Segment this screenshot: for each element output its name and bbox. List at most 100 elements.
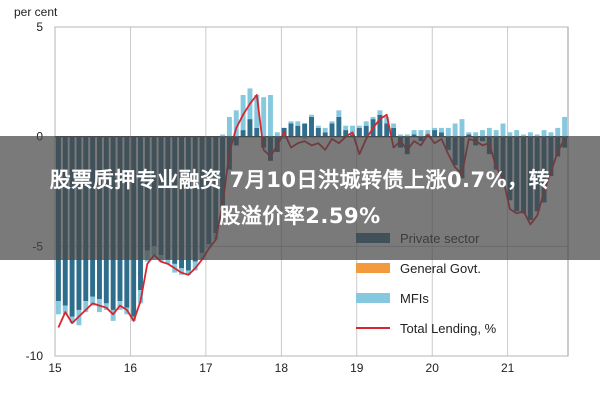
mfis-bar <box>90 296 96 306</box>
y-tick-label: -10 <box>26 349 44 363</box>
mfis-bar <box>185 270 191 275</box>
mfis-bar <box>486 127 492 137</box>
mfis-bar <box>233 110 239 137</box>
legend-swatch <box>356 293 390 303</box>
private-sector-bar <box>240 130 246 137</box>
x-tick-label: 16 <box>124 361 138 375</box>
mfis-bar <box>562 116 568 137</box>
mfis-bar <box>397 134 403 137</box>
legend-label: Total Lending, % <box>400 321 497 336</box>
mfis-bar <box>384 116 390 124</box>
private-sector-bar <box>356 127 362 137</box>
headline-line-1: 股票质押专业融资 7月10日洪城转债上涨0.7%，转 <box>49 168 551 192</box>
mfis-bar <box>220 134 226 137</box>
mfis-bar <box>83 301 89 313</box>
private-sector-bar <box>466 134 472 137</box>
private-sector-bar <box>336 116 342 137</box>
mfis-bar <box>391 123 397 128</box>
private-sector-bar <box>254 127 260 137</box>
mfis-bar <box>103 303 109 310</box>
mfis-bar <box>432 127 438 131</box>
private-sector-bar <box>384 123 390 137</box>
private-sector-bar <box>295 125 301 137</box>
legend-swatch <box>356 263 390 273</box>
mfis-bar <box>179 268 185 275</box>
mfis-bar <box>165 259 171 264</box>
mfis-bar <box>329 121 335 124</box>
private-sector-bar <box>350 134 356 137</box>
legend-item: MFIs <box>356 291 429 306</box>
mfis-bar <box>254 94 260 128</box>
private-sector-bar <box>322 132 328 137</box>
headline-line-2: 股溢价率2.59% <box>219 204 381 228</box>
mfis-bar <box>370 116 376 120</box>
mfis-bar <box>541 130 547 137</box>
x-tick-label: 19 <box>350 361 364 375</box>
mfis-bar <box>521 134 527 137</box>
mfis-bar <box>226 116 232 137</box>
legend-item: General Govt. <box>356 261 481 276</box>
private-sector-bar <box>288 123 294 137</box>
x-tick-label: 20 <box>426 361 440 375</box>
private-sector-bar <box>432 130 438 137</box>
legend-label: General Govt. <box>400 261 481 276</box>
mfis-bar <box>363 121 369 126</box>
private-sector-bar <box>315 127 321 137</box>
mfis-bar <box>411 130 417 135</box>
mfis-bar <box>534 134 540 137</box>
x-tick-label: 17 <box>199 361 213 375</box>
mfis-bar <box>309 114 314 117</box>
mfis-bar <box>548 132 554 137</box>
mfis-bar <box>110 309 116 321</box>
mfis-bar <box>377 110 383 115</box>
mfis-bar <box>445 127 451 137</box>
mfis-bar <box>459 119 465 137</box>
private-sector-bar <box>377 114 383 137</box>
mfis-bar <box>240 94 246 131</box>
mfis-bar <box>315 125 321 128</box>
mfis-bar <box>295 121 301 126</box>
private-sector-bar <box>329 123 335 137</box>
mfis-bar <box>473 132 479 137</box>
mfis-bar <box>452 123 458 137</box>
mfis-bar <box>466 132 472 135</box>
mfis-bar <box>267 94 273 137</box>
mfis-bar <box>500 123 506 137</box>
mfis-bar <box>425 130 431 135</box>
mfis-bar <box>192 261 198 271</box>
mfis-bar <box>514 130 520 137</box>
mfis-bar <box>507 132 513 137</box>
legend-item: Total Lending, % <box>356 321 497 336</box>
mfis-bar <box>480 130 485 137</box>
x-tick-label: 15 <box>48 361 62 375</box>
private-sector-bar <box>309 116 314 137</box>
private-sector-bar <box>391 127 397 137</box>
y-tick-label: 5 <box>36 20 43 34</box>
mfis-bar <box>493 130 499 137</box>
legend-label: MFIs <box>400 291 429 306</box>
private-sector-bar <box>302 123 308 137</box>
mfis-bar <box>527 132 533 137</box>
private-sector-bar <box>438 132 444 137</box>
mfis-bar <box>356 125 362 128</box>
private-sector-bar <box>411 134 417 137</box>
mfis-bar <box>288 121 294 124</box>
mfis-bar <box>261 97 267 137</box>
mfis-bar <box>274 132 280 137</box>
mfis-bar <box>404 134 410 137</box>
x-tick-label: 18 <box>275 361 289 375</box>
mfis-bar <box>418 130 424 137</box>
private-sector-bar <box>363 125 369 137</box>
mfis-bar <box>322 127 328 133</box>
private-sector-bar <box>247 119 253 137</box>
private-sector-bar <box>343 130 349 137</box>
mfis-bar <box>62 305 68 315</box>
headline-overlay: 股票质押专业融资 7月10日洪城转债上涨0.7%，转 股溢价率2.59% <box>0 136 600 260</box>
mfis-bar <box>336 110 342 117</box>
mfis-bar <box>438 127 444 133</box>
mfis-bar <box>343 125 349 131</box>
x-tick-label: 21 <box>501 361 515 375</box>
y-axis-label: per cent <box>14 5 58 19</box>
mfis-bar <box>55 301 61 315</box>
